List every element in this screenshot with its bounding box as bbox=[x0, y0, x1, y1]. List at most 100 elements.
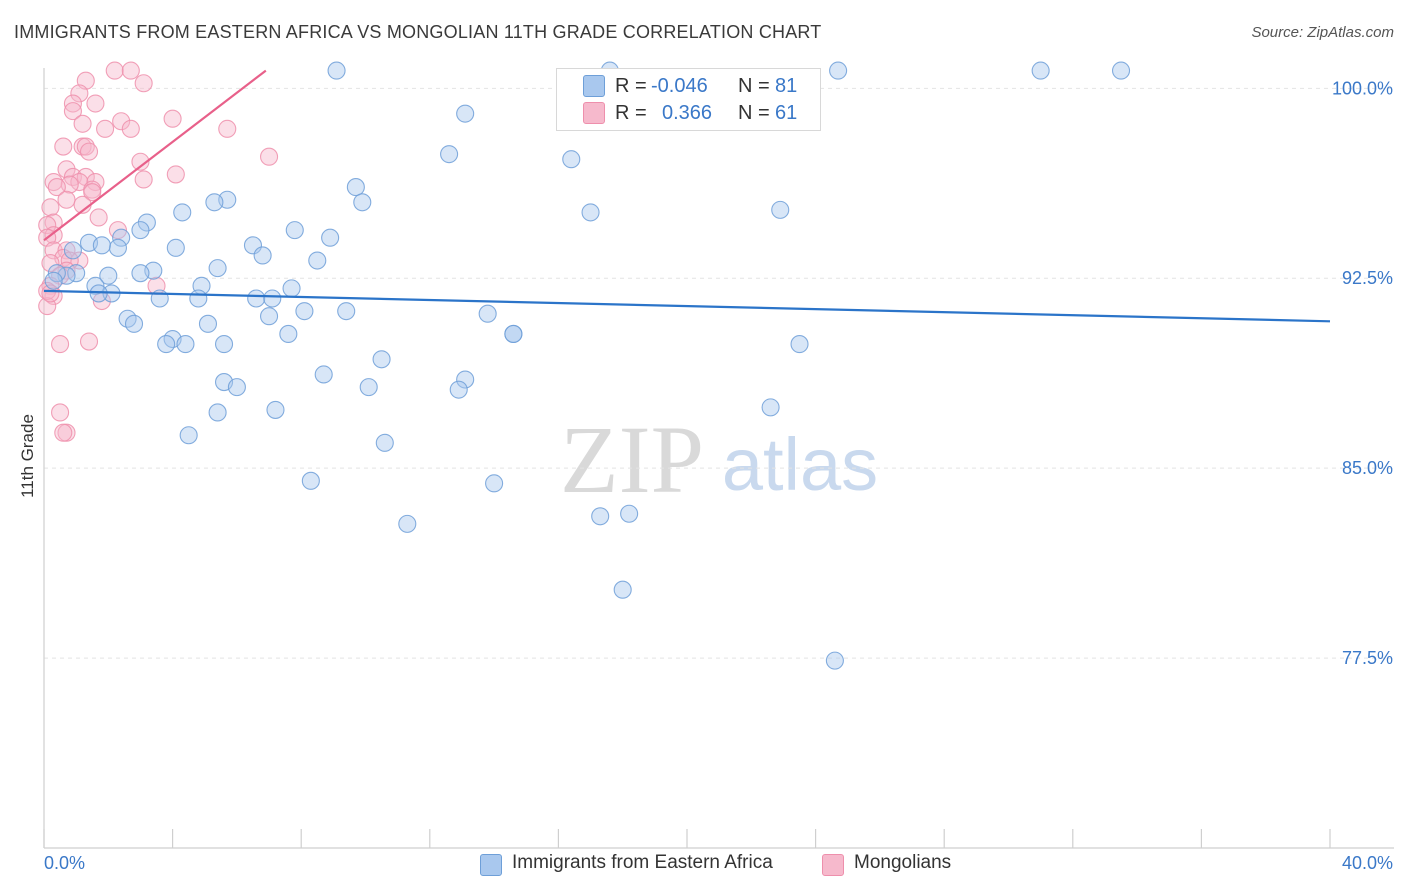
legend-n-value-pink: 61 bbox=[775, 101, 798, 124]
chart-title: IMMIGRANTS FROM EASTERN AFRICA VS MONGOL… bbox=[14, 22, 822, 42]
point-eastern-africa bbox=[205, 193, 224, 212]
point-mongolians bbox=[86, 94, 105, 113]
point-eastern-africa bbox=[44, 271, 63, 290]
point-eastern-africa bbox=[485, 474, 504, 493]
point-eastern-africa bbox=[375, 433, 394, 452]
point-eastern-africa bbox=[189, 289, 208, 308]
point-eastern-africa bbox=[131, 264, 150, 283]
point-eastern-africa bbox=[131, 221, 150, 240]
series-label-blue: Immigrants from Eastern Africa bbox=[512, 852, 773, 873]
point-mongolians bbox=[51, 403, 70, 422]
correlation-legend: R = -0.046 N = 81 R = 0.366 N = 61 bbox=[556, 68, 821, 131]
point-eastern-africa bbox=[327, 61, 346, 80]
point-eastern-africa bbox=[398, 514, 417, 533]
legend-r-value-pink: 0.366 bbox=[662, 101, 713, 124]
point-mongolians bbox=[63, 102, 82, 121]
point-eastern-africa bbox=[124, 314, 144, 333]
point-eastern-africa bbox=[282, 279, 301, 298]
point-mongolians bbox=[54, 137, 73, 156]
point-eastern-africa bbox=[478, 304, 497, 323]
point-mongolians bbox=[54, 423, 73, 442]
point-mongolians bbox=[121, 61, 140, 80]
point-eastern-africa bbox=[314, 365, 333, 384]
point-mongolians bbox=[259, 147, 279, 166]
point-mongolians bbox=[57, 160, 76, 179]
point-mongolians bbox=[134, 170, 153, 189]
series-swatch-blue bbox=[480, 854, 502, 876]
point-eastern-africa bbox=[456, 370, 475, 389]
point-mongolians bbox=[121, 119, 140, 138]
source-label: Source: ZipAtlas.com bbox=[1251, 24, 1394, 41]
point-mongolians bbox=[51, 335, 70, 354]
point-mongolians bbox=[41, 253, 60, 273]
point-mongolians bbox=[57, 190, 76, 209]
point-mongolians bbox=[73, 114, 92, 133]
series-label-pink: Mongolians bbox=[854, 852, 952, 873]
point-eastern-africa bbox=[504, 324, 523, 344]
point-eastern-africa bbox=[173, 203, 192, 222]
point-mongolians bbox=[63, 94, 82, 113]
point-eastern-africa bbox=[825, 651, 844, 670]
y-tick-label: 77.5% bbox=[1342, 648, 1393, 668]
point-eastern-africa bbox=[449, 380, 468, 399]
point-eastern-africa bbox=[1111, 61, 1131, 80]
legend-n-label: N = bbox=[738, 101, 770, 124]
point-eastern-africa bbox=[112, 228, 131, 247]
point-eastern-africa bbox=[208, 403, 227, 422]
point-mongolians bbox=[79, 332, 99, 351]
point-eastern-africa bbox=[308, 251, 327, 270]
point-eastern-africa bbox=[279, 324, 298, 344]
point-eastern-africa bbox=[591, 507, 610, 526]
point-mongolians bbox=[83, 183, 102, 202]
point-eastern-africa bbox=[337, 302, 356, 321]
trendline-mongolians bbox=[43, 69, 267, 242]
point-mongolians bbox=[41, 198, 60, 217]
point-mongolians bbox=[89, 208, 108, 227]
legend-r-value-blue: -0.046 bbox=[651, 74, 708, 97]
point-mongolians bbox=[47, 178, 66, 197]
point-eastern-africa bbox=[157, 335, 176, 354]
point-eastern-africa bbox=[166, 238, 185, 257]
x-tick-label: 40.0% bbox=[1342, 853, 1393, 873]
point-eastern-africa bbox=[372, 350, 391, 369]
point-eastern-africa bbox=[92, 236, 111, 255]
point-eastern-africa bbox=[285, 221, 304, 240]
point-mongolians bbox=[218, 119, 237, 138]
y-tick-label: 100.0% bbox=[1332, 78, 1393, 98]
point-mongolians bbox=[166, 165, 185, 184]
point-eastern-africa bbox=[263, 289, 282, 308]
point-mongolians bbox=[112, 112, 131, 131]
point-eastern-africa bbox=[108, 238, 127, 257]
series-swatch-pink bbox=[822, 854, 844, 876]
point-eastern-africa bbox=[620, 504, 639, 523]
point-mongolians bbox=[131, 152, 150, 171]
point-mongolians bbox=[105, 61, 124, 80]
legend-r-label: R = bbox=[615, 74, 647, 97]
point-eastern-africa bbox=[440, 145, 459, 164]
point-eastern-africa bbox=[1031, 61, 1050, 80]
point-mongolians bbox=[96, 119, 115, 138]
point-eastern-africa bbox=[359, 378, 378, 397]
point-eastern-africa bbox=[790, 335, 809, 354]
point-eastern-africa bbox=[301, 471, 320, 490]
point-eastern-africa bbox=[259, 307, 279, 326]
point-eastern-africa bbox=[353, 193, 372, 212]
point-eastern-africa bbox=[176, 335, 195, 354]
point-mongolians bbox=[38, 216, 57, 235]
legend-n-value-blue: 81 bbox=[775, 74, 798, 97]
point-eastern-africa bbox=[829, 61, 848, 80]
point-mongolians bbox=[70, 84, 89, 103]
point-eastern-africa bbox=[321, 228, 340, 247]
point-eastern-africa bbox=[456, 104, 475, 123]
legend-swatch-blue bbox=[583, 75, 605, 97]
watermark-atlas: atlas bbox=[722, 423, 878, 506]
x-tick-label: 0.0% bbox=[44, 853, 85, 873]
point-mongolians bbox=[134, 74, 153, 93]
point-mongolians bbox=[79, 142, 99, 161]
point-eastern-africa bbox=[771, 200, 790, 219]
point-eastern-africa bbox=[295, 302, 314, 321]
point-eastern-africa bbox=[761, 398, 780, 417]
point-eastern-africa bbox=[346, 178, 365, 197]
y-tick-label: 85.0% bbox=[1342, 458, 1393, 478]
